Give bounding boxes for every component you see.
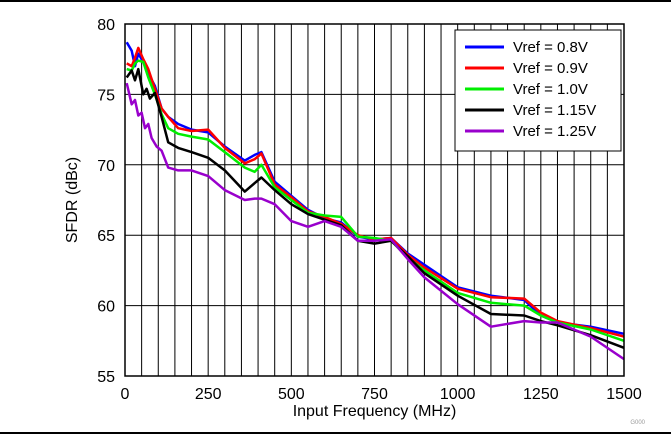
y-tick-label: 65: [97, 228, 115, 245]
x-tick-label: 1500: [606, 386, 642, 403]
y-tick-label: 60: [97, 299, 115, 316]
y-tick-labels: 55 60 65 70 75 80: [97, 17, 115, 386]
series-line-vref-1-25v: [125, 82, 625, 361]
y-tick-label: 70: [97, 158, 115, 175]
x-tick-label: 750: [361, 386, 388, 403]
x-tick-label: 500: [278, 386, 305, 403]
x-tick-label: 1250: [523, 386, 559, 403]
legend-label: Vref = 0.9V: [513, 60, 588, 77]
plot-frame: [124, 23, 625, 377]
series-line-vref-0-9v: [126, 46, 625, 338]
x-tick-label: 1000: [440, 386, 476, 403]
y-axis-title: SFDR (dBc): [64, 157, 81, 243]
legend-label: Vref = 1.25V: [513, 123, 596, 140]
series-line-vref-1-0v: [126, 59, 625, 342]
x-tick-label: 250: [195, 386, 222, 403]
series-line-vref-1-15v: [125, 67, 625, 349]
x-tick-labels: 0 250 500 750 1000 1250 1500: [121, 386, 642, 403]
y-tick-label: 75: [97, 87, 115, 104]
x-tick-label: 0: [121, 386, 130, 403]
figure-id-label: G000: [630, 420, 645, 426]
bottom-border-rule: [0, 432, 671, 434]
legend-label: Vref = 1.15V: [513, 102, 596, 119]
y-tick-label: 80: [97, 17, 115, 34]
x-axis-title: Input Frequency (MHz): [293, 403, 457, 420]
legend: Vref = 0.8V Vref = 0.9V Vref = 1.0V Vref = …: [454, 29, 622, 152]
legend-label: Vref = 0.8V: [513, 39, 588, 56]
top-border-rule: [0, 0, 671, 2]
series-layer: [125, 41, 625, 361]
legend-label: Vref = 1.0V: [513, 81, 588, 98]
y-tick-label: 55: [97, 369, 115, 386]
